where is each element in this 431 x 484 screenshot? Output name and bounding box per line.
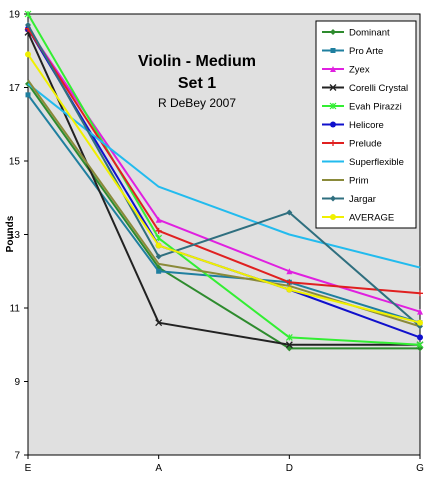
series-prelude — [25, 25, 423, 297]
legend-entry: Jargar — [322, 194, 376, 205]
data-point — [330, 66, 336, 72]
legend-label: Jargar — [349, 194, 376, 205]
x-tick-label: G — [416, 463, 424, 474]
legend-entry: AVERAGE — [322, 213, 394, 224]
y-tick-label: 19 — [9, 10, 21, 21]
legend-entry: Superflexible — [322, 157, 404, 168]
data-point — [24, 10, 32, 18]
series-line — [27, 13, 421, 346]
data-point — [155, 234, 163, 242]
data-point — [25, 51, 31, 58]
data-point — [155, 319, 163, 327]
data-point — [330, 48, 336, 53]
data-point — [25, 22, 31, 29]
y-tick-label: 17 — [9, 83, 21, 94]
data-point — [417, 319, 423, 326]
legend-entry: Pro Arte — [322, 46, 383, 57]
legend-label: Prim — [349, 176, 369, 187]
data-point — [330, 140, 336, 146]
series-line — [27, 83, 421, 269]
data-point — [155, 242, 162, 249]
x-tick-label: E — [25, 463, 32, 474]
y-tick-label: 7 — [14, 451, 20, 462]
data-point — [286, 209, 293, 216]
data-point — [286, 279, 293, 286]
y-tick-label: 11 — [10, 304, 21, 315]
series-line — [27, 28, 421, 295]
series-line — [27, 31, 420, 346]
legend-label: Dominant — [349, 28, 390, 39]
data-point — [417, 334, 423, 341]
data-point — [156, 268, 162, 274]
legend-entry: Evah Pirazzi — [322, 102, 402, 113]
legend-label: Zyex — [349, 65, 370, 76]
legend-label: AVERAGE — [349, 213, 394, 224]
y-tick-label: 9 — [14, 377, 20, 388]
data-point — [25, 92, 31, 98]
legend-entry: Prelude — [322, 139, 382, 150]
y-tick-label: 13 — [9, 230, 21, 241]
legend: Dominant Pro Arte Zyex Corelli Crystal Evah … — [315, 20, 417, 229]
data-point — [330, 29, 336, 35]
legend-entry: Zyex — [322, 65, 370, 76]
data-point — [417, 308, 423, 315]
chart-caption: R DeBey 2007 — [158, 96, 236, 110]
axes: 7 9 11 13 15 17 19 E A D G — [9, 10, 424, 475]
y-tick-label: 15 — [9, 157, 21, 168]
series-layer — [24, 10, 424, 352]
legend-label: Corelli Crystal — [349, 83, 408, 94]
data-point — [330, 214, 336, 220]
chart-title: Violin - Medium — [138, 53, 256, 70]
series-average — [25, 51, 423, 326]
data-point — [285, 333, 293, 341]
legend-label: Prelude — [349, 139, 382, 150]
data-point — [417, 290, 423, 297]
legend-label: Helicore — [349, 120, 384, 131]
data-point — [155, 227, 162, 234]
legend-label: Evah Pirazzi — [349, 102, 402, 113]
data-point — [155, 216, 162, 223]
series-line — [27, 94, 421, 324]
data-point — [330, 195, 336, 202]
y-axis-label: Pounds — [5, 215, 16, 252]
data-point — [416, 341, 424, 349]
data-point — [155, 253, 162, 260]
legend-entry: Corelli Crystal — [322, 83, 408, 94]
legend-label: Pro Arte — [349, 46, 383, 57]
legend-entry: Dominant — [322, 28, 390, 39]
legend-items: Dominant Pro Arte Zyex Corelli Crystal Evah … — [322, 28, 408, 224]
series-line — [27, 24, 421, 328]
series-line — [27, 53, 421, 324]
chart-subtitle: Set 1 — [178, 75, 216, 92]
legend-label: Superflexible — [349, 157, 404, 168]
x-tick-label: A — [155, 463, 162, 474]
legend-entry: Prim — [322, 176, 369, 187]
data-point — [286, 268, 293, 275]
data-point — [286, 286, 293, 293]
legend-entry: Helicore — [322, 120, 384, 131]
x-tick-label: D — [286, 463, 293, 474]
data-point — [329, 84, 337, 91]
data-point — [329, 102, 337, 110]
data-point — [330, 121, 336, 128]
series-superflexible — [27, 83, 421, 269]
data-point — [285, 341, 293, 349]
series-evah-pirazzi — [24, 10, 424, 349]
